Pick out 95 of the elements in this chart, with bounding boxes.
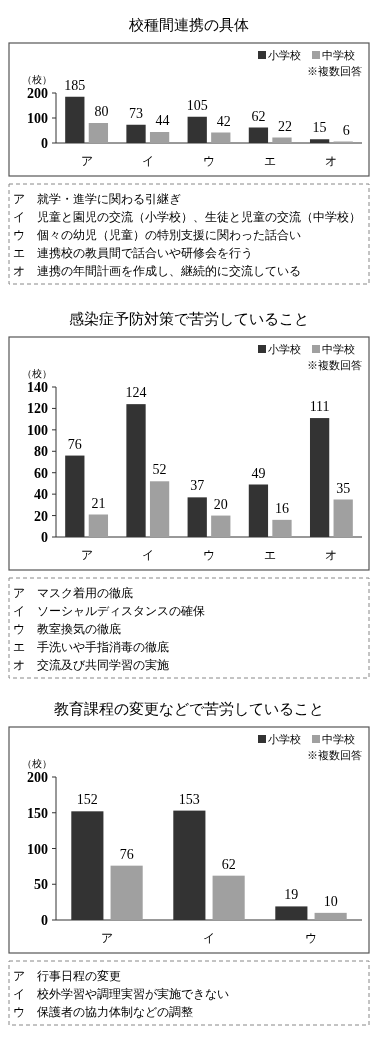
data-label: 37 xyxy=(190,478,205,494)
data-label: 15 xyxy=(312,120,327,136)
bar xyxy=(211,515,231,537)
data-label: 22 xyxy=(277,118,292,134)
data-label: 111 xyxy=(309,399,330,415)
data-label: 185 xyxy=(64,77,86,93)
bar xyxy=(272,519,292,537)
x-tick-label: エ xyxy=(264,548,277,562)
data-label: 52 xyxy=(152,462,167,478)
text: イ 児童と園児の交流（小学校）、生徒と児童の交流（中学校） xyxy=(13,210,361,224)
data-label: 44 xyxy=(155,113,170,128)
chart-title: 感染症予防対策で苦労していること xyxy=(69,311,309,327)
y-tick-label: 100 xyxy=(27,111,48,126)
text: オ 連携の年間計画を作成し、継続的に交流している xyxy=(13,264,301,278)
data-label: 76 xyxy=(67,436,82,452)
y-tick-label: 50 xyxy=(34,877,48,893)
x-tick-label: イ xyxy=(141,548,154,562)
text: エ 手洗いや手指消毒の徹底 xyxy=(13,640,169,654)
bar xyxy=(314,912,347,920)
data-label: 20 xyxy=(213,496,228,512)
y-tick-label: 200 xyxy=(27,770,48,785)
bar xyxy=(211,132,231,143)
bar xyxy=(88,123,109,143)
data-label: 35 xyxy=(336,480,351,496)
data-label: 152 xyxy=(76,792,98,808)
data-label: 42 xyxy=(216,113,231,129)
data-label: 124 xyxy=(125,385,147,401)
text: ア 行事日程の変更 xyxy=(13,969,121,983)
x-tick-label: エ xyxy=(264,154,277,168)
text: ※複数回答 xyxy=(307,749,362,761)
text: ウ 教室換気の徹底 xyxy=(13,622,121,636)
chart-title: 校種間連携の具体 xyxy=(128,17,249,33)
text: ※複数回答 xyxy=(307,359,362,371)
bar xyxy=(149,132,170,143)
data-label: 105 xyxy=(186,97,208,113)
data-label: 21 xyxy=(91,495,106,511)
x-tick-label: イ xyxy=(141,154,154,168)
x-tick-label: ウ xyxy=(203,548,215,562)
x-tick-label: オ xyxy=(325,548,338,562)
y-tick-label: 120 xyxy=(27,401,48,417)
x-tick-label: オ xyxy=(325,154,338,168)
bar xyxy=(212,875,245,920)
data-label: 153 xyxy=(178,791,200,807)
text: エ 連携校の教員間で話合いや研修会を行う xyxy=(13,246,253,260)
text: ウ 保護者の協力体制などの調整 xyxy=(13,1005,193,1019)
y-tick-label: 200 xyxy=(27,86,48,101)
y-tick-label: 0 xyxy=(41,530,48,545)
text: ア 就学・進学に関わる引継ぎ xyxy=(13,192,181,206)
data-label: 80 xyxy=(94,104,109,119)
legend-label: 小学校 xyxy=(268,49,301,61)
y-axis-title: （校） xyxy=(22,758,52,769)
legend-label: 中学校 xyxy=(322,733,355,745)
x-tick-label: ウ xyxy=(203,154,215,168)
y-tick-label: 150 xyxy=(27,805,48,821)
legend-label: 中学校 xyxy=(322,343,355,355)
y-tick-label: 0 xyxy=(41,136,48,151)
legend-label: 小学校 xyxy=(268,343,301,355)
bar xyxy=(272,137,292,143)
bar xyxy=(110,865,143,920)
x-tick-label: ア xyxy=(80,154,93,168)
bar xyxy=(149,481,170,537)
x-tick-label: イ xyxy=(203,931,215,945)
data-label: 16 xyxy=(274,500,289,516)
y-tick-label: 0 xyxy=(41,913,48,928)
x-tick-label: ウ xyxy=(305,931,317,945)
y-tick-label: 40 xyxy=(34,487,48,503)
legend-label: 小学校 xyxy=(268,733,301,745)
data-label: 62 xyxy=(251,108,266,124)
text: イ 校外学習や調理実習が実施できない xyxy=(13,987,229,1001)
y-tick-label: 100 xyxy=(27,841,48,857)
x-tick-label: ア xyxy=(101,931,113,945)
bar xyxy=(88,514,109,537)
data-label: 49 xyxy=(251,465,266,481)
y-tick-label: 20 xyxy=(34,508,48,524)
bar xyxy=(333,499,353,537)
data-label: 10 xyxy=(323,893,338,909)
y-axis-title: （校） xyxy=(22,74,52,85)
text: ウ 個々の幼児（児童）の特別支援に関わった話合い xyxy=(13,228,301,242)
data-label: 62 xyxy=(221,856,236,872)
data-label: 19 xyxy=(284,887,299,903)
text: ※複数回答 xyxy=(307,65,362,77)
text: オ 交流及び共同学習の実施 xyxy=(13,658,169,672)
chart-title: 教育課程の変更などで苦労していること xyxy=(54,701,324,717)
text: ア マスク着用の徹底 xyxy=(13,586,133,600)
data-label: 76 xyxy=(119,846,134,862)
x-tick-label: ア xyxy=(80,548,93,562)
data-label: 6 xyxy=(342,122,350,138)
y-tick-label: 140 xyxy=(27,380,48,395)
legend-label: 中学校 xyxy=(322,49,355,61)
y-tick-label: 60 xyxy=(34,465,48,481)
text: イ ソーシャルディスタンスの確保 xyxy=(13,604,205,618)
y-axis-title: （校） xyxy=(22,368,52,379)
data-label: 73 xyxy=(129,105,144,121)
y-tick-label: 80 xyxy=(34,444,48,460)
y-tick-label: 100 xyxy=(27,422,48,438)
